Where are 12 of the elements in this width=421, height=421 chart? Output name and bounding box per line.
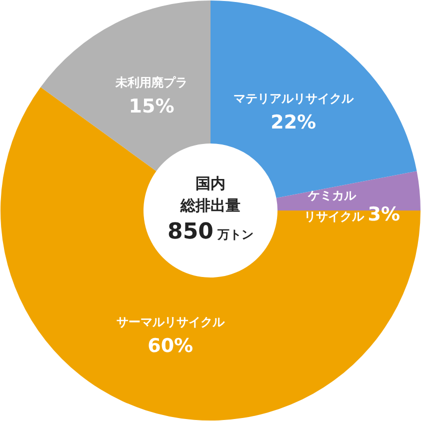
text: 総排出量 (180, 196, 240, 214)
slice-label: サーマルリサイクル (116, 315, 226, 330)
donut-slice (40, 0, 210, 172)
slice-label: 未利用廃プラ (114, 76, 188, 90)
data-label: 60% (148, 335, 194, 358)
slice-label: ケミカルリサイクル (304, 188, 365, 224)
slice-label: マテリアルリサイクル (233, 91, 354, 106)
text: 850 万トン (168, 220, 254, 244)
data-label: 15% (128, 96, 174, 118)
text: 国内 (196, 174, 226, 192)
data-label: 22% (270, 111, 316, 134)
donut-slice (0, 87, 420, 420)
